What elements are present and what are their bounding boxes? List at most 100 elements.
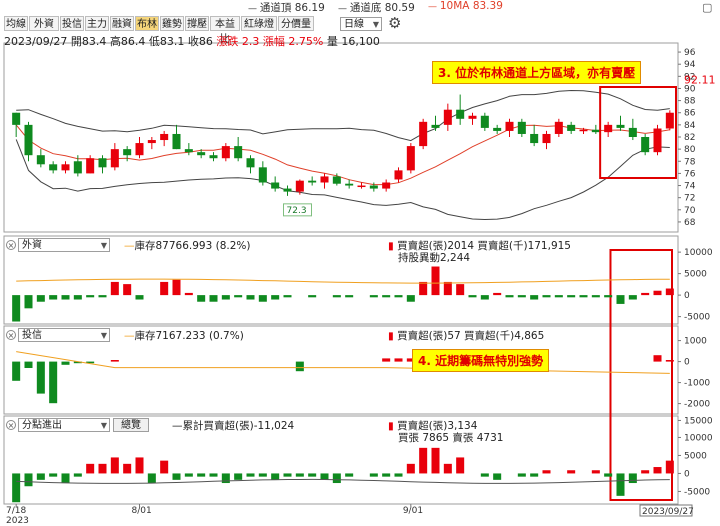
tab-0[interactable]: 均線	[4, 16, 28, 31]
trust-bar-0	[12, 361, 21, 381]
broker-bar-21	[271, 473, 280, 480]
foreign-bar-2	[36, 295, 45, 302]
foreign-bar-30	[382, 295, 391, 298]
trust-bar-23	[295, 361, 304, 372]
foreign-buysell-legend: ▮ 買賣超(張)2014 買賣超(千)171,915	[388, 240, 571, 252]
x-label-year: 2023	[6, 516, 29, 526]
trust-buysell-legend: ▮ 買賣超(張)57 買賣超(千)4,865	[388, 330, 545, 342]
foreign-bar-32	[406, 295, 415, 302]
tab-8[interactable]: 本益比	[210, 16, 240, 45]
foreign-bar-42	[530, 295, 539, 300]
candle-body-17	[221, 146, 230, 159]
broker-bar-11	[147, 473, 156, 484]
overview-button[interactable]: 總覽	[113, 418, 149, 432]
x-label-1: 8/01	[132, 506, 152, 516]
candle-body-24	[308, 180, 317, 183]
candle-body-4	[61, 164, 70, 171]
broker-bar-18	[234, 473, 243, 480]
panel-foreign-select[interactable]: 外資 ▼	[18, 238, 110, 252]
foreign-tick-1: 5000	[684, 270, 707, 280]
trust-bar-4	[61, 361, 70, 365]
gear-icon[interactable]: ⚙	[388, 14, 402, 32]
candle-body-51	[641, 137, 650, 153]
candle-body-1	[24, 124, 33, 156]
candle-body-22	[283, 188, 292, 192]
broker-bar-47	[591, 470, 600, 474]
foreign-bar-53	[665, 288, 674, 296]
broker-bar-10	[135, 457, 144, 474]
close-panel-broker-icon[interactable]: ×	[6, 420, 16, 430]
broker-bar-52	[653, 467, 662, 474]
broker-bar-3	[49, 473, 58, 477]
price-tick-14: 68	[684, 218, 696, 228]
trust-line	[16, 351, 670, 374]
tab-3[interactable]: 主力	[85, 16, 109, 31]
broker-tick-3: 0	[684, 469, 690, 479]
broker-buysell-legend: ▮ 買賣超(張)3,134	[388, 420, 478, 432]
tab-9[interactable]: 紅綠燈	[241, 16, 277, 31]
broker-bar-35	[443, 463, 452, 474]
close-panel-foreign-icon[interactable]: ×	[6, 240, 16, 250]
candle-body-0	[12, 112, 21, 125]
foreign-bar-16	[209, 295, 218, 302]
period-select[interactable]: 日線 ▼	[340, 17, 382, 31]
foreign-bar-29	[369, 295, 378, 298]
candle-body-41	[517, 121, 526, 134]
foreign-bar-39	[493, 292, 502, 296]
candle-body-33	[419, 121, 428, 147]
foreign-bar-8	[110, 281, 119, 296]
candle-body-49	[616, 124, 625, 128]
tab-10[interactable]: 分價量	[278, 16, 314, 31]
broker-bar-29	[369, 473, 378, 477]
panel-trust-select[interactable]: 投信 ▼	[18, 328, 110, 342]
trust-bar-6	[86, 361, 95, 364]
tab-5[interactable]: 布林	[135, 16, 159, 31]
candle-body-5	[73, 161, 82, 174]
candle-body-30	[382, 182, 391, 189]
foreign-panel-frame	[3, 235, 679, 325]
candle-body-14	[184, 149, 193, 153]
tab-6[interactable]: 雞勢	[160, 16, 184, 31]
price-tick-9: 78	[684, 157, 696, 167]
foreign-bar-7	[98, 295, 107, 298]
candle-body-36	[456, 109, 465, 119]
trust-bar-8	[110, 360, 119, 362]
candle-body-28	[357, 185, 366, 188]
price-tick-13: 70	[684, 206, 696, 216]
broker-bar-53	[665, 460, 674, 474]
price-tick-8: 80	[684, 145, 696, 155]
tab-1[interactable]: 外資	[29, 16, 59, 31]
candle-body-2	[36, 155, 45, 165]
candle-body-6	[86, 158, 95, 174]
candle-body-45	[567, 124, 576, 131]
foreign-tick-3: -5000	[684, 313, 710, 323]
candle-body-48	[604, 124, 613, 133]
broker-bar-36	[456, 457, 465, 474]
trust-tick-0: 1000	[684, 337, 707, 347]
panel-broker-select[interactable]: 分點進出 ▼	[18, 418, 110, 432]
broker-line	[16, 478, 670, 484]
tab-4[interactable]: 融資	[110, 16, 134, 31]
lock-icon[interactable]: ▢	[702, 1, 713, 14]
foreign-bar-31	[394, 295, 403, 298]
candle-body-25	[320, 176, 329, 183]
tab-7[interactable]: 撐壓	[185, 16, 209, 31]
foreign-tick-2: 0	[684, 291, 690, 301]
price-tick-3: 90	[684, 84, 696, 94]
price-tick-11: 74	[684, 182, 696, 192]
foreign-bar-44	[554, 295, 563, 298]
broker-bar-9	[123, 463, 132, 474]
broker-buy-sell-legend: 買張 7865 賣張 4731	[398, 432, 504, 444]
close-panel-trust-icon[interactable]: ×	[6, 330, 16, 340]
broker-bar-6	[86, 463, 95, 474]
trust-bar-1	[24, 361, 33, 368]
highlight-box-chips	[609, 249, 674, 501]
tab-2[interactable]: 投信	[60, 16, 84, 31]
broker-bar-32	[406, 463, 415, 474]
trust-bar-5	[73, 361, 82, 364]
candle-body-44	[554, 121, 563, 134]
candle-body-7	[98, 158, 107, 168]
candle-body-43	[542, 133, 551, 144]
foreign-tick-0: 10000	[684, 248, 713, 258]
foreign-bar-0	[12, 295, 21, 322]
